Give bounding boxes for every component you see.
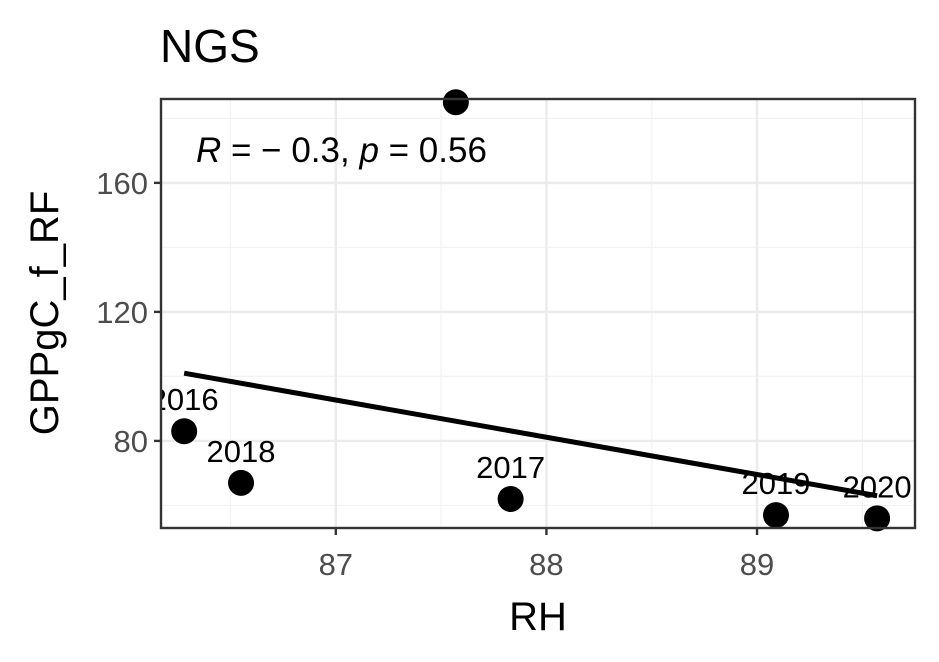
- point-label: 2020: [843, 469, 912, 504]
- chart-title: NGS: [160, 20, 260, 72]
- p-value: = 0.56: [379, 131, 487, 170]
- y-axis: 80 120 160: [96, 166, 161, 459]
- point-label: 2016: [150, 382, 219, 417]
- x-tick-label: 87: [319, 547, 353, 582]
- regression-line-segment: [183, 370, 878, 499]
- data-point: [762, 502, 789, 529]
- x-axis: 87 88 89: [319, 528, 774, 582]
- data-point: [497, 485, 524, 512]
- x-axis-title: RH: [509, 595, 567, 639]
- minor-gridlines: [161, 99, 915, 528]
- r-value: = − 0.3,: [221, 131, 359, 170]
- data-point: [228, 469, 255, 496]
- point-label: 2017: [476, 450, 545, 485]
- point-label: 2019: [742, 466, 811, 501]
- y-tick-label: 120: [96, 295, 148, 330]
- data-point: [442, 89, 469, 116]
- correlation-annotation: R = − 0.3, p = 0.56: [196, 131, 487, 170]
- major-gridlines: [161, 99, 915, 528]
- point-labels: 2016 2018 2017 2019 2020: [150, 382, 912, 504]
- y-tick-label: 80: [114, 424, 148, 459]
- r-symbol: R: [196, 131, 221, 170]
- y-tick-label: 160: [96, 166, 148, 201]
- panel-border: [159, 97, 917, 530]
- x-tick-label: 89: [740, 547, 774, 582]
- data-point: [864, 505, 891, 532]
- data-point: [171, 418, 198, 445]
- data-points: [171, 89, 891, 532]
- regression-line: [183, 370, 878, 499]
- y-axis-title: GPPgC_f_RF: [23, 191, 67, 436]
- plot-panel: 2016 2018 2017 2019 2020 R = − 0.3, p = 0.56: [150, 89, 917, 532]
- x-tick-label: 88: [529, 547, 563, 582]
- point-label: 2018: [207, 434, 276, 469]
- p-symbol: p: [358, 131, 378, 170]
